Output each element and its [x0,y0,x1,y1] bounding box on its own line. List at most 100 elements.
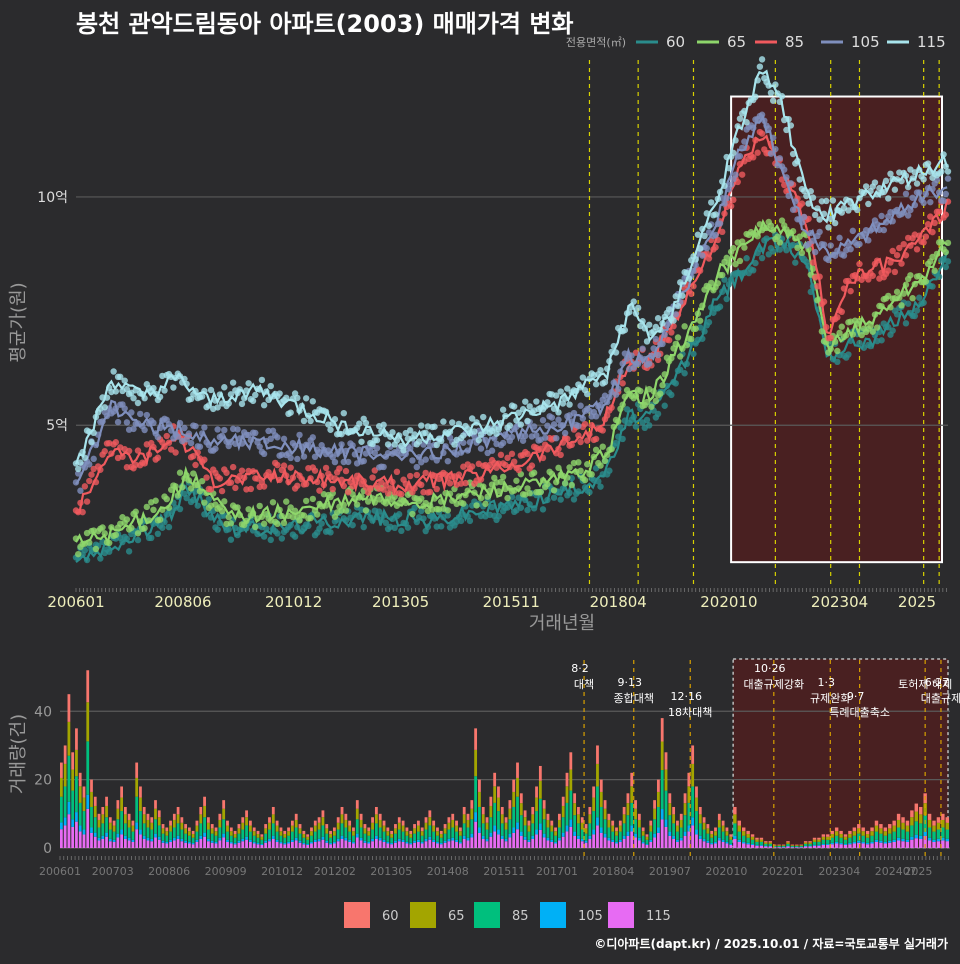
data-point [622,327,628,333]
volume-bar [169,832,172,840]
volume-bar [79,773,82,787]
volume-bar [276,832,279,840]
volume-bar [901,823,904,830]
volume-bar [162,824,165,828]
volume-bar [162,834,165,841]
volume-bar [588,836,591,839]
volume-bar [543,834,546,838]
volume-bar [703,817,706,823]
volume-bar [436,836,439,842]
volume-bar [528,842,531,848]
volume-bar [409,844,412,848]
volume-bar [941,814,944,820]
x-tick-label: 202010 [700,593,757,611]
volume-bar [642,836,645,842]
volume-bar [769,846,772,848]
volume-bar [60,763,63,778]
data-point [916,295,922,301]
volume-bar [573,836,576,848]
volume-bar [425,830,428,839]
volume-bar [375,814,378,823]
data-point [88,439,94,445]
data-point [828,242,834,248]
data-point [414,472,420,478]
volume-bar [738,840,741,842]
volume-bar [444,843,447,848]
data-point [750,154,756,160]
volume-bar [394,828,397,833]
volume-bar [668,815,671,831]
volume-bar [310,831,313,836]
volume-bar [695,830,698,835]
volume-bar [268,830,271,839]
volume-bar [853,842,856,844]
volume-bar [344,840,347,848]
volume-bar [162,841,165,843]
volume-bar [755,842,758,845]
volume-bar [634,800,637,809]
volume-bar [421,831,424,836]
data-point [741,244,747,250]
volume-bar [884,836,887,842]
volume-bar [932,842,935,848]
volume-bar [892,840,895,842]
volume-bar [295,820,298,828]
volume-bar [398,817,401,823]
data-point [613,391,619,397]
volume-bar [638,827,641,837]
volume-bar [139,811,142,829]
volume-bar [928,838,931,841]
volume-bar [630,786,633,803]
volume-bar [607,838,610,841]
data-point [847,246,853,252]
volume-bar [177,836,180,839]
volume-bar [448,817,451,823]
data-point [509,434,515,440]
volume-bar [348,832,351,840]
volume-bar [493,831,496,848]
volume-bar [726,843,729,848]
volume-bar [844,840,847,844]
volume-bar [406,843,409,848]
volume-bar [406,842,409,844]
volume-bar [892,821,895,826]
volume-bar [474,776,477,812]
volume-bar [714,836,717,842]
volume-bar [154,819,157,833]
data-point [681,370,687,376]
data-point [307,515,313,521]
volume-bar [394,841,397,843]
volume-bar [646,837,649,840]
data-point [717,304,723,310]
data-point [230,379,236,385]
data-point [102,448,108,454]
volume-bar [272,807,275,814]
volume-bar [729,840,732,844]
data-point [223,470,229,476]
volume-bar [207,823,210,830]
data-point [358,439,364,445]
volume-bar [755,840,758,842]
volume-bar [260,840,263,844]
volume-bar [238,834,241,841]
volume-bar [680,840,683,848]
volume-bar [143,814,146,823]
volume-bar [352,831,355,836]
volume-bar [742,827,745,831]
volume-bar [844,834,847,836]
data-point [261,483,267,489]
volume-bar [448,839,451,841]
data-point [845,351,851,357]
volume-bar [406,831,409,836]
volume-bar [901,817,904,823]
data-point [504,495,510,501]
volume-bar [897,827,900,837]
data-point [316,487,322,493]
volume-bar [646,845,649,848]
volume-bar [826,845,829,848]
volume-bar [162,828,165,833]
volume-bar [835,843,838,848]
data-point [850,228,856,234]
volume-bar [535,834,538,848]
x-tick-label: 200806 [154,593,211,611]
